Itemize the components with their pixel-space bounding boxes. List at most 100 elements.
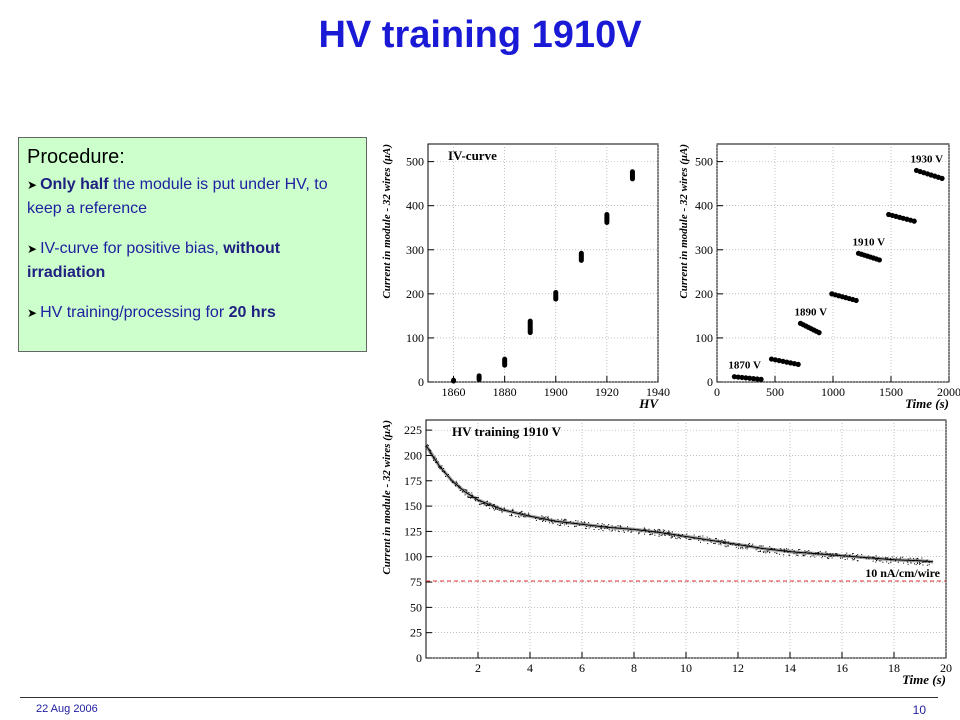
data-point — [645, 531, 647, 533]
data-point — [577, 520, 579, 522]
data-point — [747, 375, 753, 381]
x-tick-label: 10 — [680, 661, 692, 675]
y-tick-label: 200 — [695, 287, 713, 301]
x-tick-label: 500 — [766, 385, 784, 399]
data-point — [540, 518, 542, 520]
data-point — [916, 559, 918, 561]
data-point — [486, 504, 488, 506]
data-point — [440, 467, 442, 469]
data-point — [627, 526, 629, 528]
data-point — [604, 526, 606, 527]
data-point — [640, 531, 642, 533]
data-point — [509, 514, 511, 516]
data-point — [588, 527, 590, 529]
data-point — [836, 554, 838, 556]
data-point — [659, 529, 661, 531]
data-point — [588, 522, 590, 524]
data-point — [443, 468, 445, 469]
data-point — [703, 540, 705, 542]
data-point — [892, 558, 894, 560]
item-bold: 20 hrs — [228, 304, 276, 321]
data-point — [519, 512, 521, 513]
data-point — [426, 445, 427, 447]
data-point — [816, 552, 818, 554]
data-point — [751, 545, 753, 547]
y-tick-label: 225 — [404, 423, 422, 437]
data-point — [496, 505, 498, 507]
data-point — [576, 522, 578, 524]
data-point — [542, 520, 544, 522]
data-point — [511, 514, 512, 515]
data-point — [720, 542, 721, 544]
data-point — [661, 534, 663, 536]
data-point — [563, 518, 565, 520]
plot-frame — [427, 143, 659, 383]
arrow-bullet-icon: ➤ — [27, 178, 38, 192]
data-point — [645, 529, 647, 531]
data-point — [759, 545, 761, 547]
data-point — [487, 504, 489, 505]
data-point — [804, 551, 806, 553]
data-point — [575, 520, 577, 521]
data-point — [882, 561, 884, 563]
data-point — [880, 560, 882, 562]
plot-title: HV training 1910 V — [452, 424, 562, 439]
data-point — [769, 552, 771, 554]
data-point — [663, 530, 664, 532]
data-point — [787, 548, 789, 550]
data-point — [815, 552, 817, 554]
step-label: 1890 V — [795, 306, 828, 318]
data-point — [804, 550, 806, 552]
data-point — [710, 540, 712, 542]
data-point — [723, 541, 725, 543]
data-point — [928, 564, 930, 566]
data-point — [906, 561, 908, 563]
data-point — [500, 508, 502, 510]
data-point — [440, 466, 442, 468]
x-tick-label: 1860 — [442, 385, 466, 399]
data-point — [798, 549, 799, 551]
data-point — [741, 546, 743, 548]
data-point — [816, 330, 822, 336]
item-bold: without irradiation — [27, 240, 281, 281]
item-pre: IV-curve for positive bias, — [40, 240, 224, 257]
data-point — [886, 561, 888, 563]
x-tick-label: 6 — [579, 661, 585, 675]
data-point — [822, 555, 824, 557]
data-point — [670, 537, 672, 539]
data-point — [793, 553, 795, 555]
data-point — [458, 487, 460, 489]
data-point — [447, 473, 449, 475]
data-point — [658, 534, 660, 536]
data-point — [654, 534, 656, 536]
data-point — [760, 551, 761, 552]
data-point — [830, 555, 832, 557]
data-point — [678, 533, 680, 535]
data-point — [913, 557, 915, 559]
data-point — [836, 553, 838, 555]
data-point — [480, 500, 482, 502]
hv-training-chart: 2 4 6 8 10 12 14 16 18 20025507510012515017520022… — [381, 419, 952, 687]
data-point — [872, 557, 874, 559]
data-point — [600, 527, 602, 529]
data-point — [475, 500, 476, 502]
data-point — [547, 518, 549, 520]
data-point — [511, 509, 513, 511]
data-point — [567, 522, 569, 524]
y-axis-label: Current in module - 32 wires (μA) — [381, 420, 393, 575]
data-point — [578, 524, 580, 526]
y-tick-label: 100 — [404, 550, 422, 564]
data-point — [876, 257, 882, 263]
data-point — [669, 532, 671, 534]
data-point — [510, 515, 512, 517]
data-point — [819, 551, 821, 552]
data-point — [769, 551, 771, 553]
data-point — [768, 548, 770, 550]
data-point — [618, 531, 620, 533]
y-axis-label: Current in module - 32 wires (μA) — [381, 144, 393, 299]
data-point — [731, 544, 733, 546]
data-point — [852, 553, 853, 555]
data-point — [549, 519, 550, 521]
data-point — [846, 552, 848, 554]
data-point — [733, 542, 735, 544]
